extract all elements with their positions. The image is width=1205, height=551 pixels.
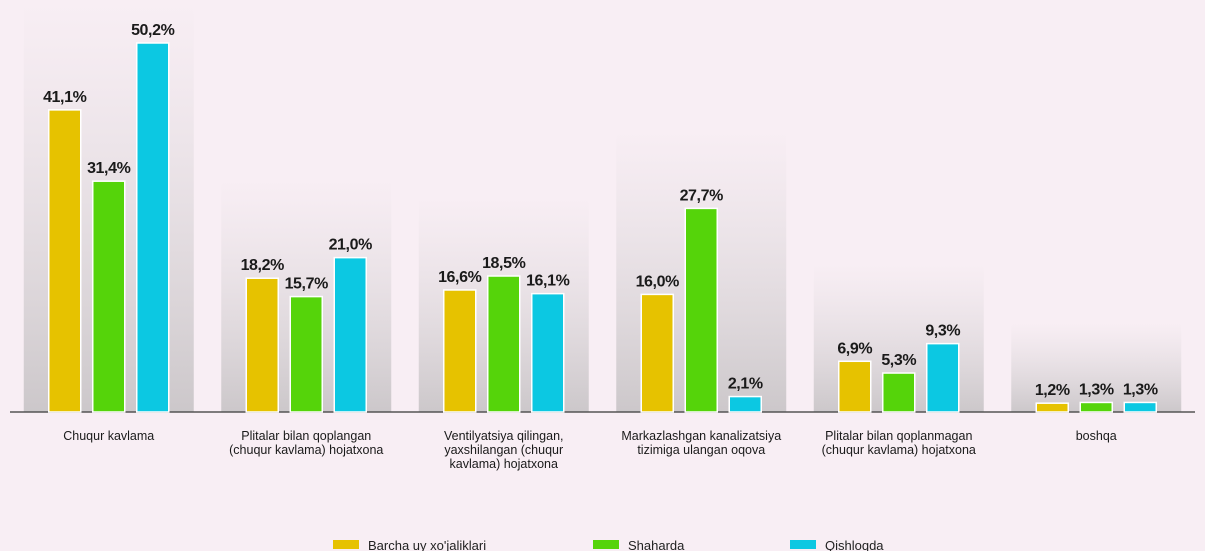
- bar: [92, 180, 126, 413]
- x-tick-label: Chuqur kavlama: [63, 429, 155, 443]
- value-label: 9,3%: [925, 323, 960, 340]
- x-tick-label: Plitalar bilan qoplanmagan (chuqur kavla…: [821, 429, 976, 457]
- value-label: 27,7%: [680, 187, 724, 204]
- column-background: [1011, 322, 1182, 412]
- value-label: 50,2%: [131, 22, 175, 39]
- bar: [640, 293, 674, 413]
- bar: [1079, 401, 1113, 413]
- value-label: 15,7%: [285, 276, 329, 293]
- bar: [333, 256, 367, 413]
- value-label: 16,6%: [438, 269, 482, 286]
- bar: [838, 360, 872, 413]
- value-label: 21,0%: [329, 237, 373, 254]
- x-tick-label: Ventilyatsiya qilingan, yaxshilangan (ch…: [443, 429, 564, 471]
- bar: [245, 277, 279, 413]
- value-label: 5,3%: [881, 352, 916, 369]
- bar: [487, 275, 521, 413]
- x-tick-label: Plitalar bilan qoplangan (chuqur kavlama…: [229, 429, 384, 457]
- value-label: 18,2%: [241, 257, 285, 274]
- bar: [926, 342, 960, 413]
- value-label: 18,5%: [482, 255, 526, 272]
- bar: [1035, 402, 1069, 413]
- bar: [289, 295, 323, 413]
- value-label: 1,3%: [1079, 381, 1114, 398]
- legend-swatch: [593, 540, 619, 549]
- legend-swatch: [333, 540, 359, 549]
- value-label: 41,1%: [43, 89, 87, 106]
- value-label: 31,4%: [87, 160, 131, 177]
- bar: [1123, 401, 1157, 413]
- column-backgrounds: [23, 0, 1182, 413]
- legend-label: Qishloqda: [825, 538, 884, 551]
- value-label: 6,9%: [837, 340, 872, 357]
- value-label: 16,0%: [636, 273, 680, 290]
- bar: [48, 109, 82, 413]
- legend-swatch: [790, 540, 816, 549]
- legend-label: Barcha uy xo'jaliklari: [368, 538, 486, 551]
- bar: [443, 289, 477, 413]
- value-label: 1,3%: [1123, 381, 1158, 398]
- bar: [882, 372, 916, 413]
- bar: [136, 42, 170, 413]
- x-tick-label: boshqa: [1075, 429, 1117, 443]
- value-label: 1,2%: [1035, 382, 1070, 399]
- bar: [684, 207, 718, 413]
- legend-label: Shaharda: [628, 538, 685, 551]
- x-tick-label: Markazlashgan kanalizatsiya tizimiga ula…: [621, 429, 782, 457]
- bar: [531, 292, 565, 413]
- value-label: 16,1%: [526, 273, 570, 290]
- value-label: 2,1%: [728, 376, 763, 393]
- bar: [728, 395, 762, 413]
